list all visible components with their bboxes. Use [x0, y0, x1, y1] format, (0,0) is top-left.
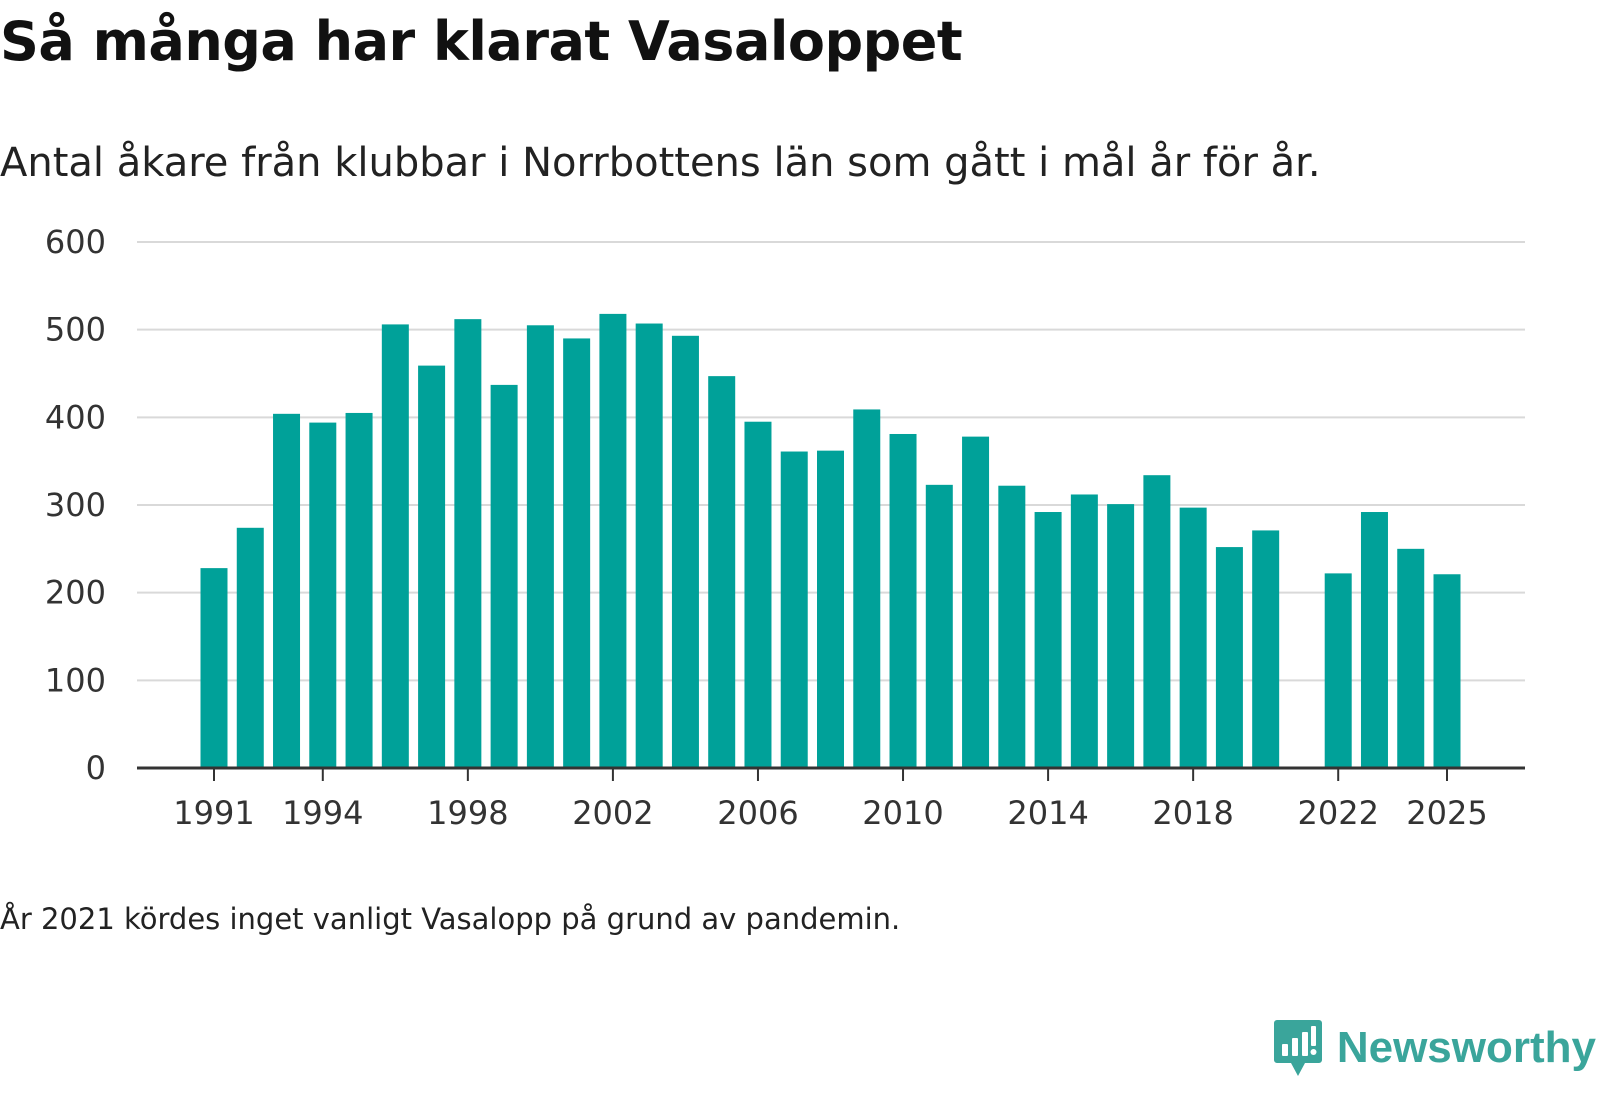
x-axis-labels: 1991 1994 1998 2002 2006 2010 2014 2018 2022 2025: [173, 794, 1487, 832]
bar-2020: [1252, 530, 1280, 768]
x-axis: [137, 766, 1525, 781]
brand-logo: Newsworthy: [1273, 1018, 1596, 1078]
bar-2001: [563, 338, 591, 768]
bar-2013: [998, 485, 1026, 768]
bar-2010: [889, 433, 917, 768]
bar-2000: [526, 325, 554, 768]
chart-title: Så många har klarat Vasaloppet: [0, 10, 963, 73]
bar-2007: [780, 451, 808, 768]
y-tick-label-0: 0: [86, 749, 106, 787]
brand-name: Newsworthy: [1336, 1023, 1596, 1072]
x-tick-label-2002: 2002: [572, 794, 653, 832]
bar-2016: [1107, 504, 1135, 768]
bar-2024: [1397, 548, 1425, 768]
bar-2008: [817, 450, 844, 768]
bar-2006: [744, 421, 772, 768]
bar-1996: [381, 324, 409, 768]
bar-1997: [418, 365, 446, 768]
bar-2018: [1179, 507, 1207, 768]
x-tick-label-2006: 2006: [717, 794, 798, 832]
newsworthy-bar-chart-icon: [1273, 1020, 1322, 1076]
x-tick-label-2018: 2018: [1152, 794, 1233, 832]
bar-2023: [1360, 512, 1388, 768]
bar-2015: [1070, 494, 1098, 768]
x-tick-label-1994: 1994: [282, 794, 363, 832]
bar-2019: [1215, 547, 1243, 768]
y-tick-label-100: 100: [45, 661, 106, 699]
y-tick-label-400: 400: [45, 398, 106, 436]
bar-2004: [671, 335, 699, 768]
x-tick-label-2010: 2010: [862, 794, 943, 832]
bar-2003: [635, 323, 663, 768]
bar-2005: [708, 376, 736, 768]
bar-2017: [1143, 475, 1171, 768]
bar-2025: [1433, 574, 1461, 768]
bar-2002: [599, 313, 627, 768]
bar-2009: [853, 409, 881, 768]
y-axis-labels: 0 100 200 300 400 500 600: [45, 223, 106, 787]
x-tick-label-2022: 2022: [1297, 794, 1378, 832]
bar-1998: [454, 319, 482, 768]
y-tick-label-500: 500: [45, 311, 106, 349]
x-tick-label-1998: 1998: [427, 794, 508, 832]
bar-2012: [962, 436, 990, 768]
x-tick-label-2014: 2014: [1007, 794, 1088, 832]
bar-1995: [345, 412, 373, 768]
y-tick-label-200: 200: [45, 574, 106, 612]
x-tick-label-2025: 2025: [1406, 794, 1487, 832]
x-tick-label-1991: 1991: [173, 794, 254, 832]
bar-1994: [309, 422, 337, 768]
bar-2022: [1324, 573, 1352, 768]
y-tick-label-300: 300: [45, 486, 106, 524]
bar-1991: [200, 568, 228, 768]
bar-1993: [273, 413, 301, 768]
bar-1992: [236, 527, 264, 768]
chart-subtitle: Antal åkare från klubbar i Norrbottens l…: [0, 140, 1321, 186]
bar-1999: [490, 384, 518, 768]
y-tick-label-600: 600: [45, 223, 106, 261]
bar-2011: [925, 484, 953, 768]
bar-chart: 0 100 200 300 400 500 600 1991 1994 1998 2002 2006…: [45, 223, 1525, 832]
bars: [200, 313, 1461, 768]
bar-2014: [1034, 512, 1062, 768]
footnote: År 2021 kördes inget vanligt Vasalopp på…: [0, 902, 901, 936]
